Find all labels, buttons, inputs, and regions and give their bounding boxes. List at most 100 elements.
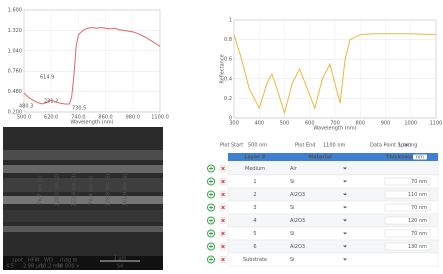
- material-cell[interactable]: Al2O3: [290, 218, 305, 224]
- x-tick-label: 400: [254, 121, 264, 127]
- setting-label: Plot End: [295, 143, 316, 149]
- image-id: S4: [117, 264, 123, 270]
- plot-frame: [23, 9, 161, 113]
- y-tick-label: 0.760: [8, 69, 22, 75]
- thickness-input[interactable]: [384, 216, 431, 225]
- thickness-cell: 110 nm: [408, 192, 427, 198]
- y-tick-label: 1.320: [8, 28, 22, 34]
- y-axis-label: Reflectance: [220, 54, 226, 83]
- layer-cell: 4: [253, 218, 256, 224]
- info-bar: [3, 256, 163, 270]
- data-line: [233, 33, 437, 115]
- unit-select[interactable]: [413, 154, 427, 160]
- thickness-cell: 70 nm: [411, 205, 427, 211]
- dropdown-arrow: [343, 232, 347, 235]
- material-cell[interactable]: Al2O3: [290, 192, 305, 198]
- x-tick-label: 860.0: [98, 115, 112, 121]
- layer-cell: 1: [253, 179, 256, 185]
- info-value: 4.5: [6, 264, 14, 270]
- material-cell[interactable]: Air: [290, 166, 298, 172]
- y-tick-label: 0.200: [8, 110, 22, 116]
- layer-cell: 5: [253, 231, 256, 237]
- setting-value: 1100 nm: [323, 143, 345, 149]
- measure-label: 126.8 nm (5): [106, 174, 112, 207]
- delete-icon: [221, 257, 225, 262]
- thickness-cell: 70 nm: [411, 179, 427, 185]
- info-head: mag ⊞: [60, 258, 77, 264]
- material-cell[interactable]: Al2O3: [290, 244, 305, 250]
- y-tick-label: 1: [229, 18, 232, 24]
- y-tick-label: 0.2: [224, 96, 232, 102]
- thickness-cell: 70 nm: [411, 231, 427, 237]
- x-tick-label: 740.0: [71, 115, 85, 121]
- thickness-input[interactable]: [384, 229, 431, 238]
- info-value: 2.98 µm: [23, 264, 44, 270]
- annotation: 480.3: [19, 104, 33, 110]
- x-tick-label: 900: [381, 121, 391, 127]
- sem-layer: [3, 165, 163, 173]
- add-icon: [209, 257, 213, 262]
- add-icon: [209, 218, 213, 223]
- x-tick-label: 600: [305, 121, 315, 127]
- dropdown-arrow: [343, 206, 347, 209]
- material-cell[interactable]: Si: [290, 231, 295, 237]
- dropdown-arrow: [343, 167, 347, 170]
- y-tick-label: 0: [229, 116, 232, 122]
- y-tick-label: 0.6: [224, 57, 232, 63]
- info-value: 50 000 x: [57, 264, 79, 270]
- setting-label: Data Point Spacing: [370, 143, 417, 149]
- thickness-input[interactable]: [384, 177, 431, 186]
- measure-label: 101.9 nm (6): [123, 174, 129, 207]
- x-tick-label: 800: [355, 121, 365, 127]
- measure-label: 76.7 nm (1): [38, 175, 44, 204]
- unit-label: nm: [416, 155, 424, 161]
- dropdown-arrow: [343, 245, 347, 248]
- x-axis-label: Wavelength (nm): [313, 126, 356, 132]
- column-header: Material: [308, 155, 332, 161]
- thickness-cell: 120 nm: [408, 218, 427, 224]
- x-tick-label: 1100.0: [151, 115, 169, 121]
- dropdown-arrow: [343, 180, 347, 183]
- data-line: [23, 26, 161, 105]
- y-tick-label: 0.480: [8, 89, 22, 95]
- info-head: spot: [12, 258, 23, 264]
- x-tick-label: 300: [229, 121, 239, 127]
- x-tick-label: 500: [280, 121, 290, 127]
- thickness-input[interactable]: [384, 203, 431, 212]
- layer-cell: Medium: [245, 166, 265, 172]
- delete-icon: [221, 166, 225, 171]
- column-header: Thickness: [386, 155, 414, 161]
- delete-icon: [221, 205, 225, 210]
- add-icon: [209, 166, 213, 171]
- layer-cell: 2: [253, 192, 256, 198]
- info-value: 10.2 mm: [40, 264, 63, 270]
- setting-value: 500 nm: [248, 143, 267, 149]
- setting-value: 1 nm: [398, 143, 411, 149]
- layer-cell: 3: [253, 205, 256, 211]
- dropdown-arrow: [343, 258, 347, 261]
- y-tick-label: 1.600: [8, 8, 22, 14]
- delete-icon: [221, 218, 225, 223]
- measure-label: 128.0 nm (2): [55, 174, 61, 207]
- measure-label: 123.4 nm (3): [72, 174, 78, 207]
- sem-layer: [3, 226, 163, 232]
- sem-layer: [3, 178, 163, 192]
- delete-icon: [221, 179, 225, 184]
- y-tick-label: 0.8: [224, 37, 232, 43]
- material-cell[interactable]: Si: [290, 205, 295, 211]
- x-tick-label: 500.0: [17, 115, 31, 121]
- annotation: 231.2: [44, 99, 58, 105]
- thickness-input[interactable]: [384, 190, 431, 199]
- x-tick-label: 1000: [404, 121, 417, 127]
- material-cell[interactable]: Si: [290, 257, 295, 263]
- setting-label: Plot Start: [220, 143, 243, 149]
- y-tick-label: 0.4: [224, 76, 232, 82]
- add-icon: [209, 205, 213, 210]
- dropdown-arrow: [343, 193, 347, 196]
- material-cell[interactable]: Si: [290, 179, 295, 185]
- layer-cell: 6: [253, 244, 256, 250]
- thickness-input[interactable]: [384, 242, 431, 251]
- sem-layer: [3, 150, 163, 160]
- row-bg: [227, 252, 439, 267]
- x-tick-label: 620.0: [44, 115, 58, 121]
